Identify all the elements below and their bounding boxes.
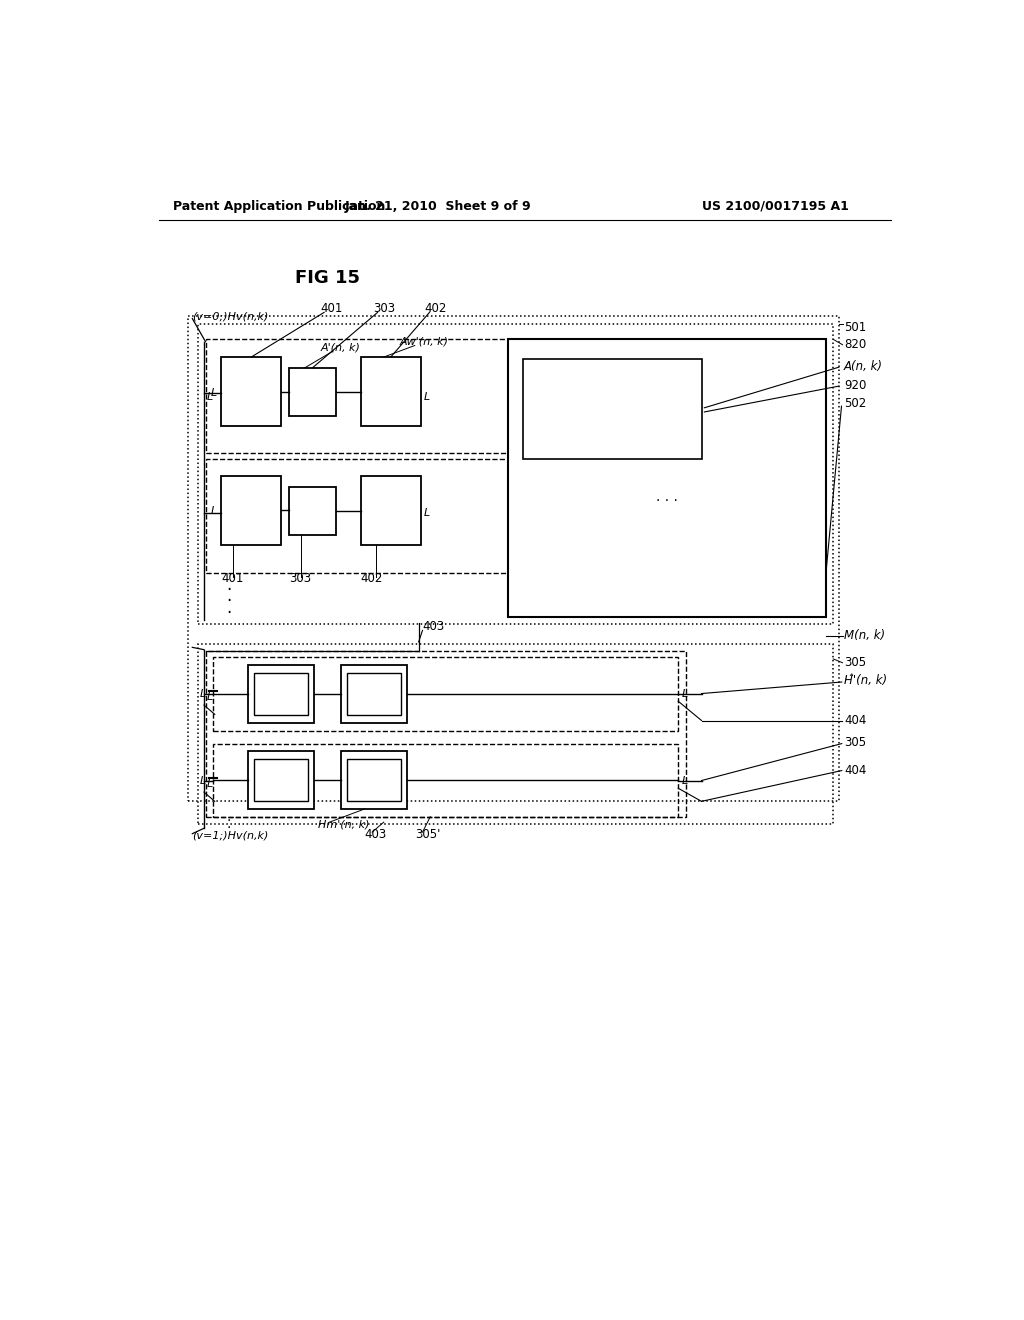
Bar xyxy=(198,323,834,624)
Text: L: L xyxy=(200,689,206,698)
Bar xyxy=(221,475,282,545)
Bar xyxy=(289,487,336,535)
Text: Jan. 21, 2010  Sheet 9 of 9: Jan. 21, 2010 Sheet 9 of 9 xyxy=(345,199,531,213)
Text: 404: 404 xyxy=(844,714,866,727)
Text: 403: 403 xyxy=(423,620,444,634)
Bar xyxy=(254,759,308,801)
Text: L: L xyxy=(206,392,213,403)
Bar xyxy=(206,339,508,453)
Bar xyxy=(206,459,508,573)
Text: Ĥ'(n, k): Ĥ'(n, k) xyxy=(844,675,887,686)
Bar xyxy=(198,644,834,825)
Bar xyxy=(347,673,400,715)
Text: L: L xyxy=(424,508,430,517)
Bar xyxy=(254,673,308,715)
Text: M(n, k): M(n, k) xyxy=(844,630,885,643)
Bar xyxy=(248,665,314,723)
Bar xyxy=(206,651,686,817)
Text: FIG 15: FIG 15 xyxy=(295,269,359,286)
Bar xyxy=(341,751,407,809)
Bar xyxy=(213,657,678,730)
Text: L: L xyxy=(207,779,213,789)
Bar xyxy=(347,759,400,801)
Text: 305: 305 xyxy=(844,735,866,748)
Text: ·: · xyxy=(226,813,231,828)
Text: 402: 402 xyxy=(360,572,383,585)
Bar xyxy=(341,665,407,723)
Bar xyxy=(289,368,336,416)
Text: ·: · xyxy=(226,603,231,622)
Text: ·: · xyxy=(226,593,231,610)
Bar xyxy=(213,743,678,817)
Text: 820: 820 xyxy=(844,338,866,351)
Text: L: L xyxy=(211,388,217,399)
Text: A(n, k): A(n, k) xyxy=(844,360,883,372)
Text: ·: · xyxy=(226,581,231,598)
Text: Patent Application Publication: Patent Application Publication xyxy=(173,199,385,213)
Bar xyxy=(360,475,421,545)
Text: Aw'(n, k): Aw'(n, k) xyxy=(399,337,449,347)
Bar xyxy=(221,358,282,426)
Text: 305': 305' xyxy=(415,828,440,841)
Text: L: L xyxy=(211,506,217,516)
Text: 401: 401 xyxy=(221,572,244,585)
Text: L: L xyxy=(681,689,687,698)
Text: L: L xyxy=(424,392,430,403)
Text: (v=0;)Hv(n,k): (v=0;)Hv(n,k) xyxy=(193,312,268,321)
Text: 305: 305 xyxy=(844,656,866,669)
Text: · · ·: · · · xyxy=(655,494,678,508)
Text: L: L xyxy=(681,776,687,785)
Text: L: L xyxy=(200,776,206,785)
Text: 402: 402 xyxy=(425,302,447,315)
Bar xyxy=(508,339,825,616)
Text: ·: · xyxy=(226,821,231,836)
Bar xyxy=(523,359,701,459)
Text: 501: 501 xyxy=(844,321,866,334)
Bar xyxy=(188,317,840,801)
Text: 403: 403 xyxy=(365,828,387,841)
Text: 920: 920 xyxy=(844,379,866,392)
Text: Hm'(n, k): Hm'(n, k) xyxy=(317,820,370,829)
Text: 502: 502 xyxy=(844,397,866,409)
Bar xyxy=(360,358,421,426)
Text: L: L xyxy=(207,693,213,702)
Text: (v=1;)Hv(n,k): (v=1;)Hv(n,k) xyxy=(193,832,268,841)
Text: 401: 401 xyxy=(321,302,343,315)
Bar xyxy=(248,751,314,809)
Text: 303: 303 xyxy=(289,572,311,585)
Text: 303: 303 xyxy=(373,302,395,315)
Text: 404: 404 xyxy=(844,764,866,777)
Text: US 2100/0017195 A1: US 2100/0017195 A1 xyxy=(701,199,848,213)
Text: A'(n, k): A'(n, k) xyxy=(321,342,360,352)
